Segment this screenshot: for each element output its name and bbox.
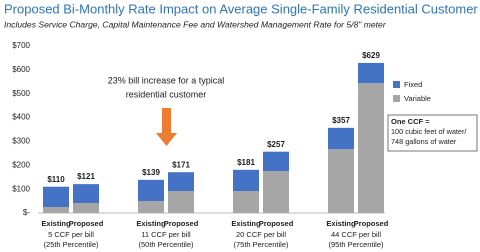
- bar-segment: [263, 171, 289, 213]
- y-tick-label: $200: [12, 160, 30, 169]
- bar-segment: [358, 83, 384, 214]
- bar-segment: [138, 201, 164, 213]
- total-label: $110: [47, 175, 65, 184]
- bar-segment: [328, 127, 354, 150]
- group-percentile: (75th Percentile): [233, 240, 289, 249]
- note-title: One CCF =: [391, 117, 430, 126]
- note-box: [387, 114, 478, 152]
- y-tick-label: $600: [12, 65, 30, 74]
- bar-segment: [358, 62, 384, 84]
- bar-segment: [233, 191, 259, 213]
- total-label: $181: [237, 158, 255, 167]
- x-tick-label: Proposed: [259, 219, 294, 228]
- annotation: 23% bill increase for a typical: [108, 75, 225, 85]
- group-percentile: (50th Percentile): [138, 240, 194, 249]
- note-line: 100 cubic feet of water/: [391, 127, 467, 136]
- total-label: $171: [172, 160, 190, 169]
- total-label: $121: [77, 172, 95, 181]
- y-tick-label: $-: [23, 208, 30, 217]
- x-tick-label: Existing: [136, 219, 166, 228]
- y-tick-label: $500: [12, 89, 30, 98]
- x-tick-label: Proposed: [164, 219, 199, 228]
- group-label: 44 CCF per bill: [331, 230, 381, 239]
- group-label: 20 CCF per bill: [236, 230, 286, 239]
- bar-segment: [73, 202, 99, 213]
- total-label: $357: [332, 116, 350, 125]
- x-tick-label: Existing: [326, 219, 356, 228]
- y-tick-label: $300: [12, 137, 30, 146]
- y-tick-label: $700: [12, 41, 30, 50]
- legend-swatch: [393, 81, 400, 88]
- bar-segment: [43, 207, 69, 213]
- total-label: $257: [267, 140, 285, 149]
- total-label: $629: [362, 51, 380, 60]
- bar-segment: [43, 186, 69, 208]
- y-tick-label: $400: [12, 113, 30, 122]
- bar-segment: [233, 169, 259, 192]
- bar-segment: [263, 151, 289, 172]
- chart-subtitle: Includes Service Charge, Capital Mainten…: [4, 19, 387, 29]
- x-tick-label: Proposed: [69, 219, 104, 228]
- annotation: residential customer: [126, 89, 207, 99]
- bar-segment: [168, 172, 194, 192]
- total-label: $139: [142, 168, 160, 177]
- note-line: 748 gallons of water: [391, 137, 457, 146]
- bar-segment: [138, 179, 164, 202]
- y-tick-label: $100: [12, 184, 30, 193]
- bar-segment: [328, 149, 354, 213]
- x-tick-label: Proposed: [354, 219, 389, 228]
- legend-label: Variable: [404, 94, 431, 103]
- x-tick-label: Existing: [41, 219, 71, 228]
- x-tick-label: Existing: [231, 219, 261, 228]
- group-label: 11 CCF per bill: [141, 230, 191, 239]
- group-percentile: (25th Percentile): [43, 240, 99, 249]
- group-percentile: (95th Percentile): [328, 240, 384, 249]
- bar-segment: [73, 184, 99, 203]
- bar-segment: [168, 191, 194, 213]
- chart-title: Proposed Bi-Monthly Rate Impact on Avera…: [4, 1, 478, 16]
- arrow: [156, 108, 177, 146]
- legend-swatch: [393, 95, 400, 102]
- group-label: 5 CCF per bill: [48, 230, 94, 239]
- legend-label: Fixed: [404, 80, 422, 89]
